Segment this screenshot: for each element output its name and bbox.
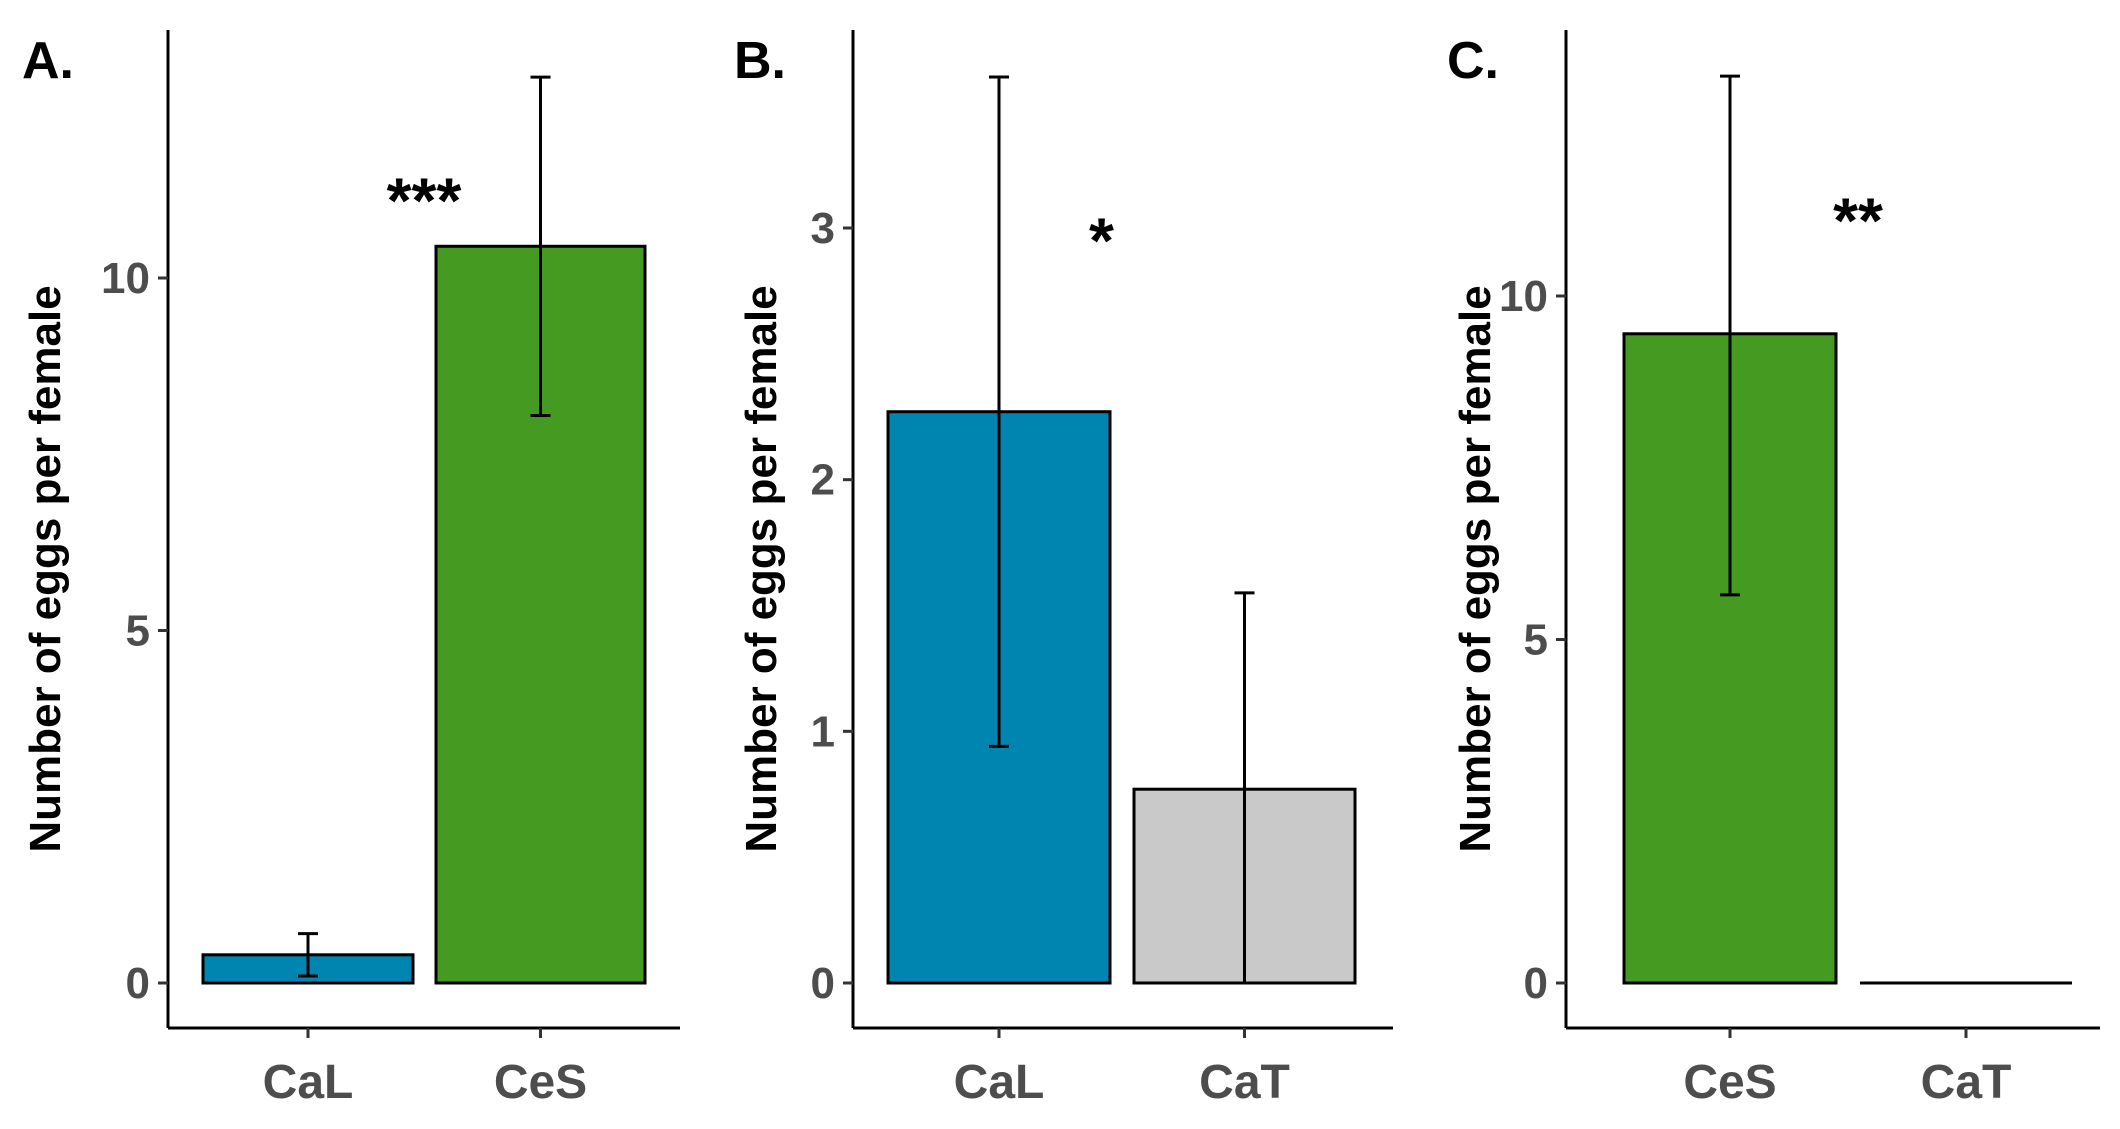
chart-panel-1: A. Number of eggs per female 0 5 10 CaL CeS *** (21, 30, 680, 1109)
error-bar-CaL (298, 932, 318, 978)
x-tick-label: CeS (1683, 1056, 1776, 1109)
error-bar-CeS (1720, 74, 1740, 597)
x-tick-label: CaL (263, 1056, 354, 1109)
error-bar-CeS (530, 75, 551, 417)
y-tick-label: 5 (1524, 616, 1548, 665)
panel-letter: A. (22, 32, 74, 90)
y-tick-label: 5 (126, 607, 150, 656)
significance-marker: *** (387, 164, 462, 236)
y-tick-label: 10 (101, 254, 150, 303)
y-tick-label: 1 (811, 707, 835, 756)
panel-letter: C. (1447, 32, 1499, 90)
y-axis-label: Number of eggs per female (737, 285, 786, 852)
significance-marker: ** (1833, 184, 1883, 256)
x-tick-label: CeS (494, 1056, 587, 1109)
y-tick-label: 0 (1524, 959, 1548, 1008)
chart-panel-2: B. Number of eggs per female 0 1 2 3 CaL CaT * (734, 30, 1393, 1109)
y-tick-label: 2 (811, 456, 835, 505)
y-axis-label: Number of eggs per female (21, 285, 70, 852)
y-tick-label: 0 (126, 959, 150, 1008)
y-axis-label: Number of eggs per female (1451, 285, 1500, 852)
panel-letter: B. (734, 32, 786, 90)
x-tick-label: CaT (1921, 1056, 2012, 1109)
y-tick-label: 10 (1499, 272, 1548, 321)
x-tick-label: CaL (954, 1056, 1045, 1109)
x-tick-label: CaT (1199, 1056, 1290, 1109)
y-tick-label: 0 (811, 959, 835, 1008)
significance-marker: * (1089, 205, 1114, 277)
error-bar-CaL (989, 75, 1009, 748)
chart-panel-3: C. Number of eggs per female 0 5 10 CeS CaT ** (1447, 30, 2100, 1109)
error-bar-CaT (1234, 591, 1255, 985)
y-tick-label: 3 (811, 204, 835, 253)
